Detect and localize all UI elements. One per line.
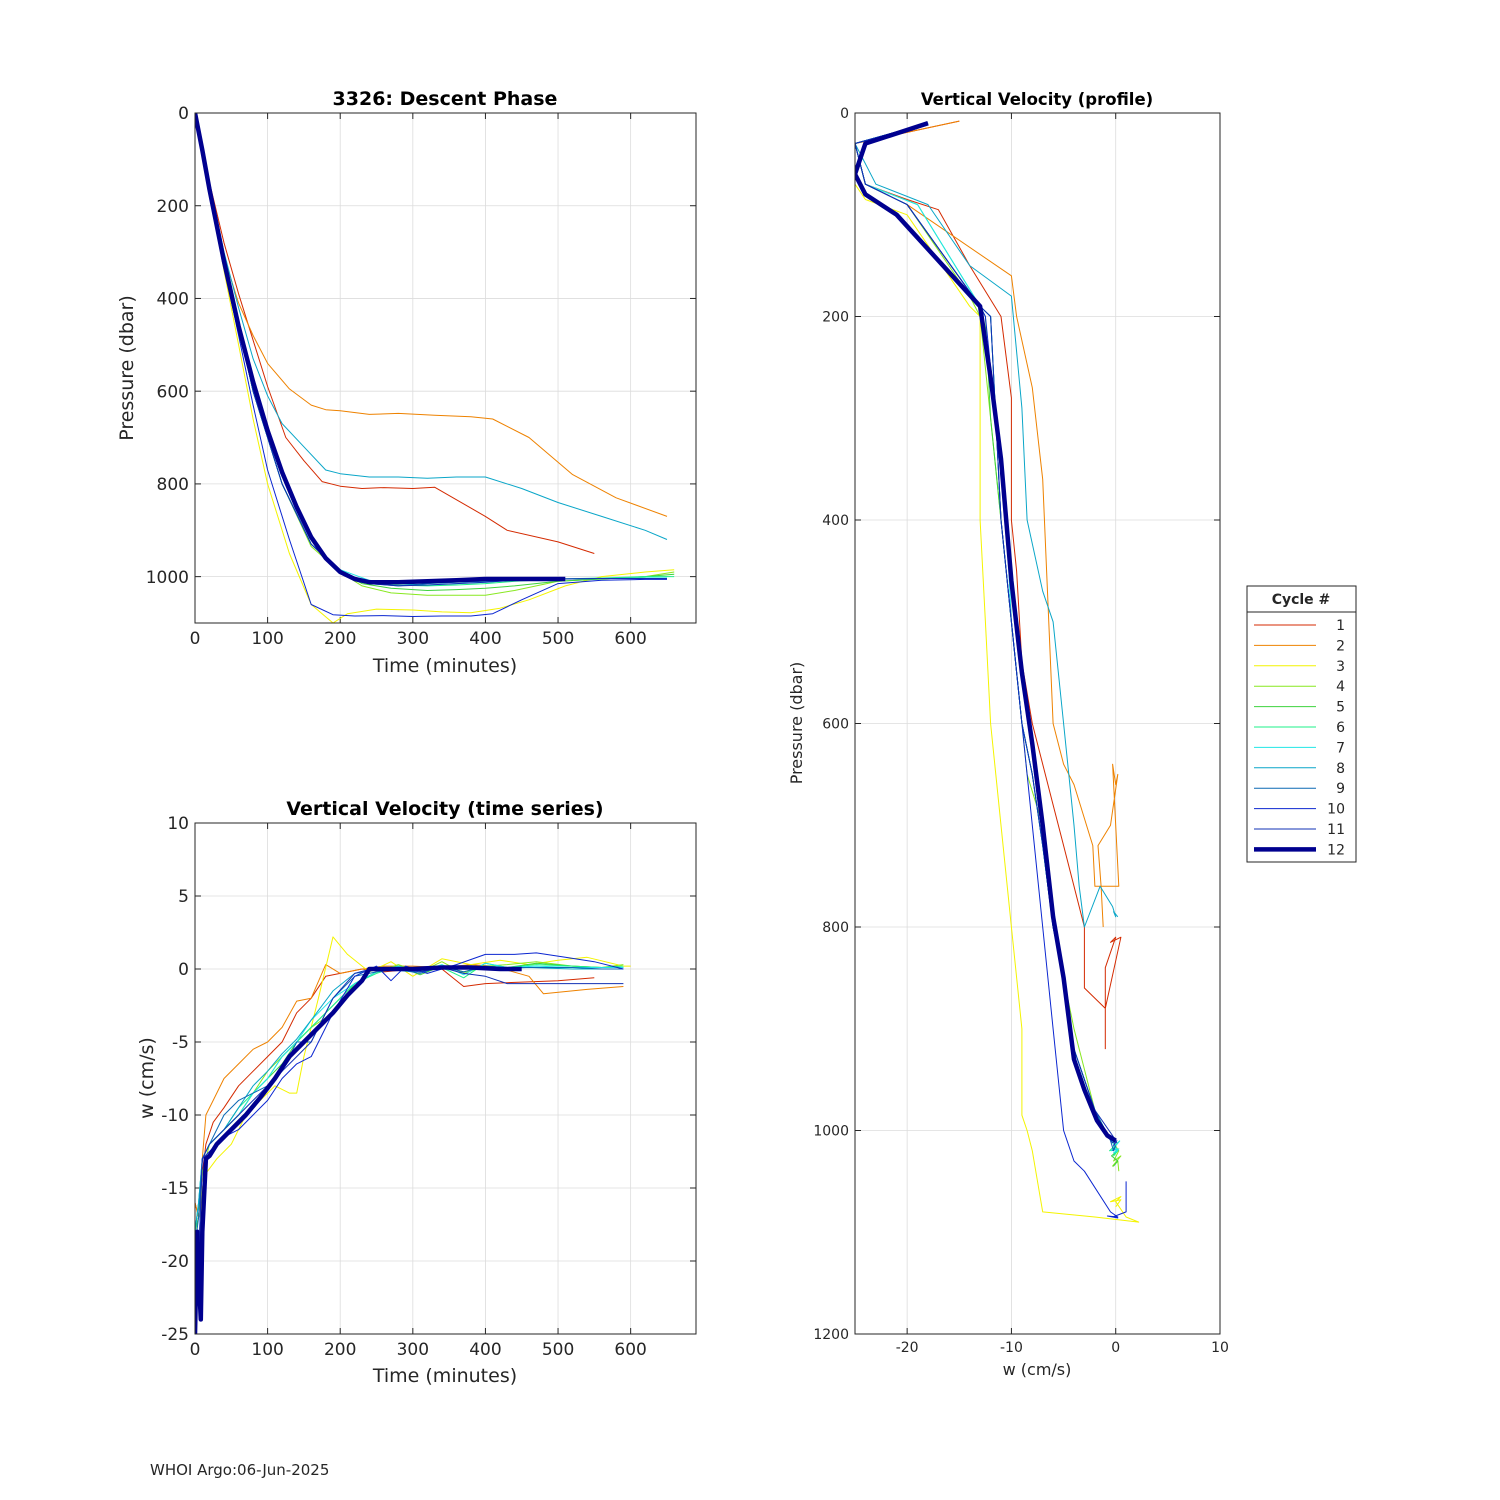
descent-x-tick-label: 500: [542, 629, 574, 649]
descent-x-tick-label: 100: [251, 629, 283, 649]
footer-credit: WHOI Argo:06-Jun-2025: [150, 1461, 330, 1479]
velocity-timeseries-y-tick-label: 0: [178, 960, 189, 980]
velocity-timeseries-y-tick-label: -5: [172, 1033, 189, 1053]
velocity-timeseries-series-cycle-3: [195, 936, 631, 1247]
velocity-timeseries-y-tick-label: 10: [167, 814, 189, 834]
descent-y-tick-label: 1000: [146, 568, 189, 588]
descent-y-tick-label: 200: [157, 197, 189, 217]
legend-label-cycle-10: 10: [1327, 802, 1345, 818]
velocity-profile-y-axis-label: Pressure (dbar): [787, 662, 806, 785]
descent-series-cycle-8: [195, 113, 668, 540]
legend-label-cycle-2: 2: [1336, 638, 1345, 654]
descent-axes-border: [194, 112, 697, 624]
velocity-profile-x-tick-label: -10: [1000, 1340, 1023, 1356]
velocity-timeseries-x-tick-label: 500: [542, 1340, 574, 1360]
velocity-timeseries-x-tick-label: 600: [614, 1340, 646, 1360]
descent-series-group: [195, 113, 675, 623]
velocity-timeseries-x-tick-label: 100: [251, 1340, 283, 1360]
descent-series-cycle-10: [195, 113, 667, 617]
descent-phase-title: 3326: Descent Phase: [333, 88, 558, 110]
velocity-timeseries-ticks: 0 100 200 300 400 500 600 10 5 0 -5 -10 -15 -20 -25: [161, 814, 696, 1360]
velocity-timeseries-axes-border: [194, 822, 697, 1335]
velocity-profile-y-tick-label: 800: [822, 920, 849, 936]
descent-x-tick-label: 600: [614, 629, 646, 649]
legend-title: Cycle #: [1272, 592, 1331, 608]
legend-label-cycle-1: 1: [1336, 618, 1345, 634]
descent-x-tick-label: 300: [397, 629, 429, 649]
velocity-timeseries-x-tick-label: 0: [190, 1340, 201, 1360]
velocity-profile-x-axis-label: w (cm/s): [1003, 1360, 1072, 1379]
velocity-profile-y-tick-label: 1200: [813, 1327, 849, 1343]
velocity-profile-y-tick-label: 400: [822, 513, 849, 529]
descent-ticks: 0 100 200 300 400 500 600 0 200 400 600 800 1000: [146, 104, 696, 649]
velocity-profile-series-cycle-1: [855, 120, 1122, 1050]
velocity-profile-series-cycle-3: [855, 122, 1140, 1223]
descent-y-tick-label: 0: [178, 104, 189, 124]
velocity-timeseries-y-tick-label: 5: [178, 887, 189, 907]
velocity-timeseries-y-tick-label: -25: [161, 1325, 189, 1345]
legend-label-cycle-7: 7: [1336, 740, 1345, 756]
legend-label-cycle-3: 3: [1336, 659, 1345, 675]
velocity-profile-series-cycle-11: [855, 122, 1118, 1147]
velocity-timeseries-series-cycle-11: [195, 967, 624, 1334]
velocity-profile-y-tick-label: 200: [822, 310, 849, 326]
velocity-timeseries-panel: 0 100 200 300 400 500 600 10 5 0 -5 -10 -15 -20 -25 Ve…: [136, 798, 697, 1387]
legend-label-cycle-8: 8: [1336, 761, 1345, 777]
descent-x-tick-label: 200: [324, 629, 356, 649]
legend-label-cycle-6: 6: [1336, 720, 1345, 736]
legend-box: [1246, 585, 1357, 863]
descent-series-cycle-12: [195, 113, 566, 585]
legend-label-cycle-12: 12: [1327, 842, 1345, 858]
velocity-timeseries-y-axis-label: w (cm/s): [136, 1037, 158, 1119]
descent-y-tick-label: 600: [157, 382, 189, 402]
descent-series-cycle-2: [195, 113, 668, 517]
velocity-timeseries-y-tick-label: -20: [161, 1252, 189, 1272]
velocity-profile-series-group: [855, 120, 1140, 1223]
legend-label-cycle-5: 5: [1336, 700, 1345, 716]
velocity-profile-title: Vertical Velocity (profile): [921, 90, 1153, 109]
legend-label-cycle-9: 9: [1336, 781, 1345, 797]
descent-x-tick-label: 0: [190, 629, 201, 649]
descent-y-tick-label: 400: [157, 290, 189, 310]
descent-series-cycle-1: [195, 113, 595, 554]
velocity-profile-x-tick-label: 10: [1211, 1340, 1229, 1356]
velocity-timeseries-series-cycle-12: [195, 965, 522, 1334]
velocity-timeseries-y-tick-label: -15: [161, 1179, 189, 1199]
velocity-timeseries-x-tick-label: 400: [469, 1340, 501, 1360]
descent-x-axis-label: Time (minutes): [372, 655, 517, 677]
velocity-profile-axes-border: [854, 112, 1221, 1335]
velocity-timeseries-plot-frame: [194, 822, 697, 1335]
velocity-timeseries-series-group: [195, 936, 631, 1334]
descent-phase-panel: 0 100 200 300 400 500 600 0 200 400 600 800 1000 332…: [116, 88, 697, 677]
legend-label-cycle-11: 11: [1327, 822, 1345, 838]
velocity-profile-x-tick-label: -20: [896, 1340, 919, 1356]
descent-series-cycle-3: [195, 113, 675, 623]
descent-series-cycle-11: [195, 113, 667, 587]
velocity-profile-y-tick-label: 1000: [813, 1124, 849, 1140]
velocity-profile-series-cycle-12: [855, 121, 1117, 1143]
velocity-timeseries-y-tick-label: -10: [161, 1106, 189, 1126]
descent-y-axis-label: Pressure (dbar): [116, 295, 138, 441]
legend-label-cycle-4: 4: [1336, 679, 1345, 695]
descent-x-tick-label: 400: [469, 629, 501, 649]
velocity-timeseries-x-tick-label: 200: [324, 1340, 356, 1360]
velocity-profile-y-tick-label: 600: [822, 717, 849, 733]
descent-plot-frame: [194, 112, 697, 624]
velocity-profile-x-tick-label: 0: [1111, 1340, 1120, 1356]
descent-y-tick-label: 800: [157, 475, 189, 495]
velocity-profile-y-tick-label: 0: [840, 106, 849, 122]
descent-grid: [194, 112, 696, 623]
velocity-timeseries-title: Vertical Velocity (time series): [286, 798, 603, 820]
velocity-timeseries-x-axis-label: Time (minutes): [372, 1365, 517, 1387]
velocity-profile-series-cycle-8: [855, 122, 1119, 928]
velocity-timeseries-x-tick-label: 300: [397, 1340, 429, 1360]
